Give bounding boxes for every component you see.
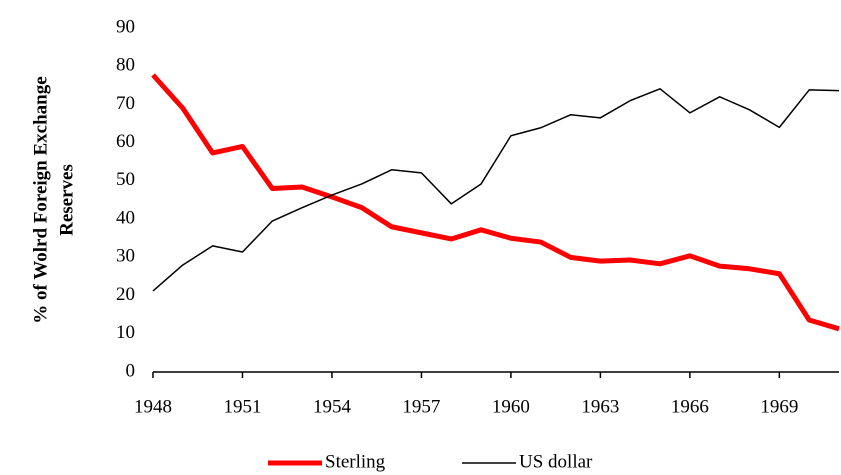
y-tick-label: 20 <box>116 284 135 305</box>
y-tick-label: 70 <box>116 93 135 114</box>
x-tick-label: 1966 <box>671 396 709 417</box>
x-tick-label: 1960 <box>492 396 530 417</box>
y-tick-label: 30 <box>116 246 135 267</box>
line-series <box>151 73 840 332</box>
y-tick-label: 10 <box>116 322 135 343</box>
y-tick-label: 60 <box>116 131 135 152</box>
x-tick-label: 1954 <box>313 396 352 417</box>
y-tick-label: 80 <box>116 55 135 76</box>
x-tick-label: 1963 <box>581 396 619 417</box>
x-tick-label: 1951 <box>223 396 261 417</box>
x-tick-label: 1957 <box>402 396 440 417</box>
legend-label: US dollar <box>519 451 593 472</box>
y-tick-label: 90 <box>116 16 135 37</box>
y-axis-label: % of Wolrd Foreign Exchange <box>30 76 51 323</box>
y-tick-label: 50 <box>116 169 135 190</box>
y-tick-label: 40 <box>116 207 135 228</box>
line-series <box>152 88 840 292</box>
x-tick-label: 1969 <box>760 396 798 417</box>
x-tick-label: 1948 <box>134 396 172 417</box>
y-tick-label: 0 <box>126 360 136 381</box>
legend-label: Sterling <box>325 451 386 472</box>
y-axis-label: Reserves <box>56 164 77 236</box>
